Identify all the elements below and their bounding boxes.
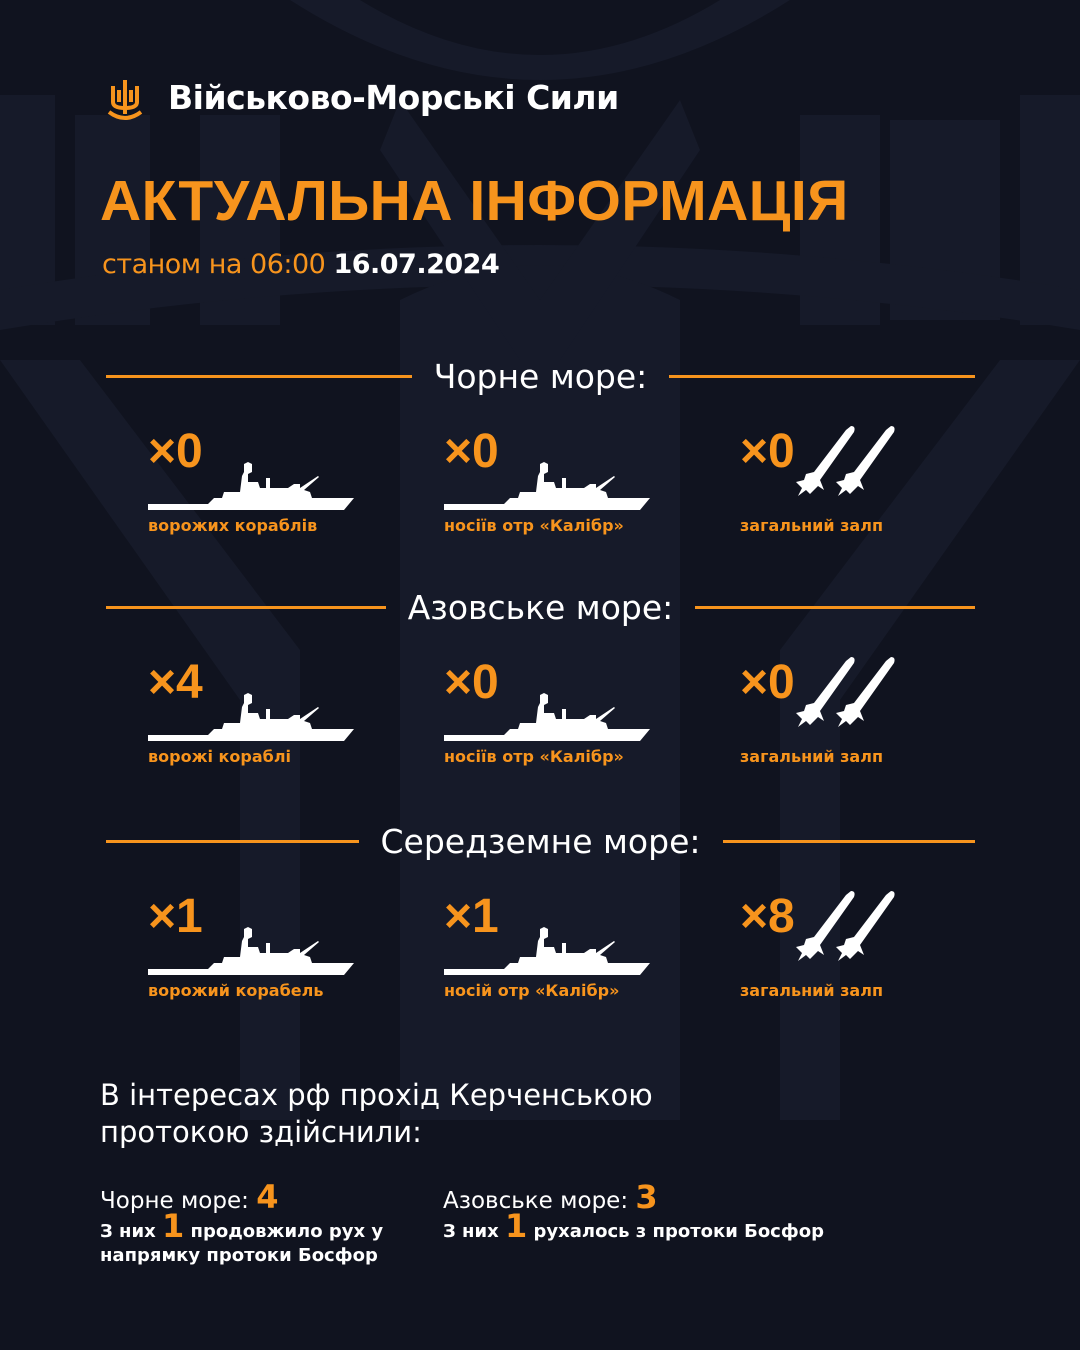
divider: [722, 839, 976, 843]
stat-label: Азовське море:: [443, 1188, 629, 1214]
sea-name: Середземне море:: [380, 821, 701, 861]
kerch-azov-sea: Азовське море: 3: [443, 1178, 658, 1216]
warship-icon: [148, 927, 354, 977]
brand-name: Військово-Морські Сили: [168, 78, 619, 117]
stat-value: 4: [256, 1178, 279, 1216]
count-label: носіїв отр «Калібр»: [444, 747, 624, 766]
count: ×0: [740, 656, 795, 709]
stat-cell: ×0 носіїв отр «Калібр»: [444, 424, 674, 544]
missile-icon: [836, 655, 896, 735]
warship-icon: [444, 462, 650, 512]
count: ×0: [148, 425, 203, 478]
missile-icon: [836, 424, 896, 504]
count: ×4: [148, 656, 203, 709]
count-label: загальний залп: [740, 516, 883, 535]
stat-cell: ×0 ворожих кораблів: [148, 424, 378, 544]
count: ×1: [444, 890, 499, 943]
page-title: АКТУАЛЬНА ІНФОРМАЦІЯ: [100, 169, 849, 233]
note-text: З них: [443, 1221, 499, 1242]
count: ×0: [444, 656, 499, 709]
divider: [106, 374, 412, 378]
stat-cell: ×1 ворожий корабель: [148, 889, 378, 1009]
subtitle-prefix: станом на 06:00: [102, 249, 326, 280]
count: ×0: [740, 425, 795, 478]
count-label: носіїв отр «Калібр»: [444, 516, 624, 535]
trident-anchor-icon: [107, 80, 143, 120]
count-label: ворожих кораблів: [148, 516, 318, 535]
stat-label: Чорне море:: [100, 1188, 249, 1214]
stat-cell: ×0 загальний залп: [740, 655, 970, 775]
count-label: ворожі кораблі: [148, 747, 292, 766]
warship-icon: [444, 693, 650, 743]
warship-icon: [148, 693, 354, 743]
stat-cell: ×0 загальний залп: [740, 424, 970, 544]
divider: [669, 374, 975, 378]
kerch-black-note: З них 1 продовжило рух у напрямку проток…: [100, 1210, 400, 1268]
subtitle-date: 16.07.2024: [333, 249, 500, 280]
note-text: продовжило рух у напрямку протоки Босфор: [100, 1221, 384, 1266]
sea-name: Чорне море:: [433, 356, 648, 396]
kerch-black-sea: Чорне море: 4: [100, 1178, 278, 1216]
note-text: З них: [100, 1221, 156, 1242]
sea-header: Чорне море:: [106, 356, 975, 396]
missile-icon: [836, 889, 896, 969]
stat-cell: ×1 носій отр «Калібр»: [444, 889, 674, 1009]
subtitle: станом на 06:00 16.07.2024: [102, 249, 500, 280]
stat-cell: ×8 загальний залп: [740, 889, 970, 1009]
note-text: рухалось з протоки Босфор: [533, 1221, 824, 1242]
count-label: ворожий корабель: [148, 981, 324, 1000]
divider: [106, 839, 359, 843]
stat-cell: ×4 ворожі кораблі: [148, 655, 378, 775]
divider: [695, 605, 975, 609]
sea-header: Середземне море:: [106, 821, 976, 861]
count-label: загальний залп: [740, 981, 883, 1000]
stat-value: 3: [635, 1178, 658, 1216]
count-label: загальний залп: [740, 747, 883, 766]
note-number: 1: [505, 1207, 528, 1245]
warship-icon: [444, 927, 650, 977]
kerch-azov-note: З них 1 рухалось з протоки Босфор: [443, 1210, 843, 1244]
count: ×1: [148, 890, 203, 943]
kerch-text: В інтересах рф прохід Керченською проток…: [100, 1078, 653, 1149]
note-number: 1: [162, 1207, 185, 1245]
stat-cell: ×0 носіїв отр «Калібр»: [444, 655, 674, 775]
count-label: носій отр «Калібр»: [444, 981, 620, 1000]
count: ×8: [740, 890, 795, 943]
count: ×0: [444, 425, 499, 478]
sea-header: Азовське море:: [106, 587, 975, 627]
sea-name: Азовське море:: [407, 587, 674, 627]
warship-icon: [148, 462, 354, 512]
divider: [106, 605, 386, 609]
